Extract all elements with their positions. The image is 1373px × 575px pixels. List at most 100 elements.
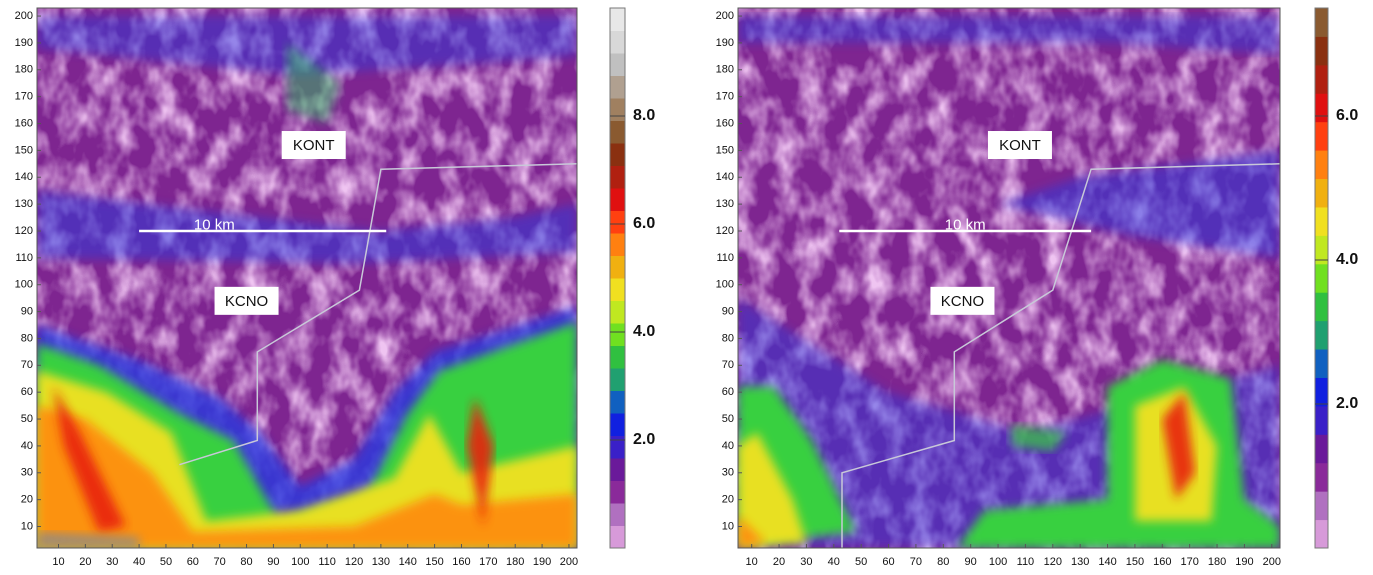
x-tick-label: 190 (533, 556, 551, 568)
colorbar-segment (1315, 321, 1328, 350)
x-tick-label: 170 (479, 556, 497, 568)
y-tick-label: 80 (722, 332, 734, 344)
colorbar-segment (1315, 207, 1328, 236)
figure: KONT KCNO 10 km 10 20 30 40 50 60 70 80 90 100 110 120… (0, 0, 1373, 575)
y-tick-label: 200 (716, 10, 734, 22)
y-tick-label: 110 (716, 252, 734, 264)
colorbar-tick-label: 6.0 (633, 215, 655, 232)
site-label: KCNO (225, 293, 268, 310)
colorbar-tick-label: 2.0 (633, 431, 655, 448)
colorbar-segment (1315, 292, 1328, 321)
colorbar-segment (1315, 377, 1328, 406)
x-tick-label: 80 (937, 556, 949, 568)
colorbar-segment (610, 391, 625, 414)
y-tick-label: 30 (21, 467, 33, 479)
y-tick-label: 150 (15, 144, 33, 156)
y-tick-label: 130 (716, 198, 734, 210)
x-tick-label: 130 (372, 556, 390, 568)
y-tick-label: 190 (15, 37, 33, 49)
colorbar-tick-label: 2.0 (1336, 395, 1358, 412)
colorbar-segment (610, 526, 625, 549)
y-tick-label: 90 (722, 305, 734, 317)
colorbar-segment (610, 323, 625, 346)
x-tick-label: 120 (345, 556, 363, 568)
y-tick-label: 170 (15, 91, 33, 103)
colorbar-segment (1315, 406, 1328, 435)
x-tick-label: 30 (106, 556, 118, 568)
colorbar-tick-label: 8.0 (633, 107, 655, 124)
colorbar-segment (610, 53, 625, 76)
colorbar-segment (610, 458, 625, 481)
x-tick-label: 50 (160, 556, 172, 568)
y-tick-label: 160 (15, 117, 33, 129)
x-tick-label: 40 (828, 556, 840, 568)
colorbar-segment (1315, 434, 1328, 463)
x-tick-label: 190 (1235, 556, 1253, 568)
colorbar-segment (1315, 179, 1328, 208)
x-tick-label: 30 (800, 556, 812, 568)
y-tick-label: 190 (716, 37, 734, 49)
scale-label: 10 km (194, 217, 235, 234)
colorbar-segment (1315, 93, 1328, 122)
y-tick-label: 180 (15, 64, 33, 76)
site-label: KCNO (941, 293, 984, 310)
plot-area (37, 8, 577, 548)
colorbar-segment (1315, 8, 1328, 37)
x-tick-label: 150 (425, 556, 443, 568)
colorbar-tick-label: 6.0 (1336, 107, 1358, 124)
x-tick-label: 140 (1098, 556, 1116, 568)
y-tick-label: 120 (15, 225, 33, 237)
colorbar-tick-label: 4.0 (633, 323, 655, 340)
y-tick-label: 60 (722, 386, 734, 398)
colorbar-segment (1315, 36, 1328, 65)
x-tick-label: 90 (267, 556, 279, 568)
x-tick-label: 40 (133, 556, 145, 568)
colorbar-segment (610, 346, 625, 369)
site-label: KONT (999, 137, 1041, 154)
colorbar-segment (610, 8, 625, 31)
x-tick-label: 160 (1153, 556, 1171, 568)
y-tick-label: 130 (15, 198, 33, 210)
y-tick-label: 100 (15, 279, 33, 291)
y-tick-label: 70 (21, 359, 33, 371)
x-tick-label: 110 (318, 556, 336, 568)
y-tick-label: 140 (15, 171, 33, 183)
x-tick-label: 60 (882, 556, 894, 568)
colorbar-segment (610, 481, 625, 504)
colorbar-segment (1315, 65, 1328, 94)
y-tick-label: 10 (722, 520, 734, 532)
colorbar-segment (610, 503, 625, 526)
y-tick-label: 40 (722, 440, 734, 452)
colorbar-segment (610, 256, 625, 279)
colorbar-segment (1315, 264, 1328, 293)
x-tick-label: 160 (452, 556, 470, 568)
colorbar-segment (610, 76, 625, 99)
y-tick-label: 150 (716, 144, 734, 156)
x-tick-label: 10 (746, 556, 758, 568)
colorbar-segment (1315, 520, 1328, 549)
x-tick-label: 200 (1263, 556, 1281, 568)
y-tick-label: 90 (21, 305, 33, 317)
y-tick-label: 160 (716, 117, 734, 129)
colorbar-segment (610, 278, 625, 301)
x-tick-label: 70 (910, 556, 922, 568)
x-tick-label: 100 (989, 556, 1007, 568)
x-tick-label: 90 (965, 556, 977, 568)
colorbar-segment (610, 143, 625, 166)
y-tick-label: 20 (21, 494, 33, 506)
x-tick-label: 130 (1071, 556, 1089, 568)
x-tick-label: 60 (187, 556, 199, 568)
scale-label: 10 km (945, 217, 986, 234)
plot-area (738, 8, 1280, 548)
x-tick-label: 110 (1017, 556, 1035, 568)
y-tick-label: 80 (21, 332, 33, 344)
x-tick-label: 180 (1208, 556, 1226, 568)
colorbar-segment (610, 368, 625, 391)
y-tick-label: 30 (722, 467, 734, 479)
y-tick-label: 120 (716, 225, 734, 237)
y-tick-label: 40 (21, 440, 33, 452)
colorbar-segment (1315, 463, 1328, 492)
page: {"chart_data": [ {"type": "heatmap", "xl… (0, 0, 1373, 575)
y-tick-label: 200 (15, 10, 33, 22)
x-tick-label: 170 (1180, 556, 1198, 568)
